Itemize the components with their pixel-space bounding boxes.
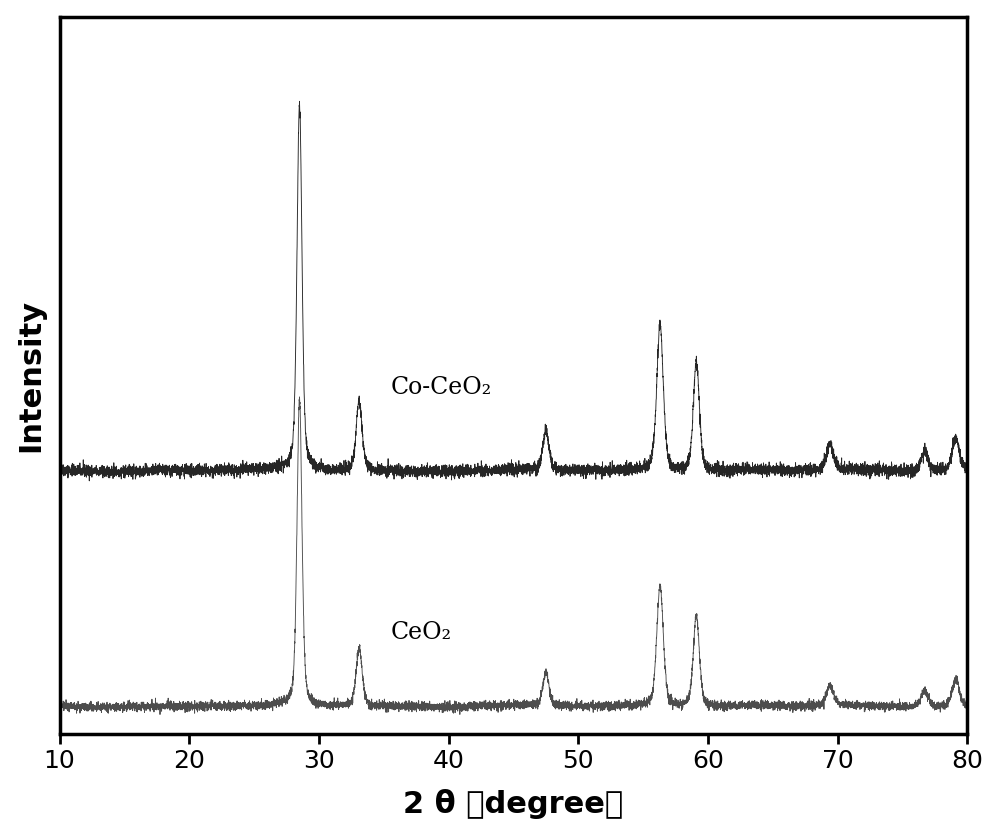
- Y-axis label: Intensity: Intensity: [17, 298, 46, 452]
- Text: Co-CeO₂: Co-CeO₂: [390, 375, 492, 399]
- Text: CeO₂: CeO₂: [390, 621, 451, 644]
- X-axis label: 2 θ （degree）: 2 θ （degree）: [403, 789, 624, 819]
